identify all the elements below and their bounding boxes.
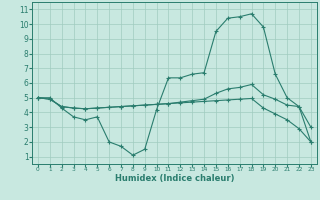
X-axis label: Humidex (Indice chaleur): Humidex (Indice chaleur) xyxy=(115,174,234,183)
